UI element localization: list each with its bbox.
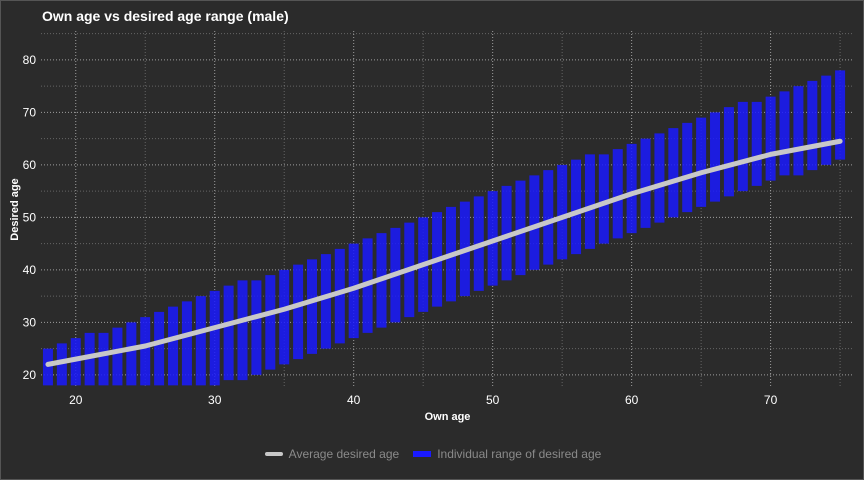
range-bar bbox=[42, 348, 53, 386]
range-bar bbox=[84, 332, 95, 386]
range-bar bbox=[501, 185, 512, 281]
legend: Average desired age Individual range of … bbox=[1, 447, 864, 461]
range-bar bbox=[626, 143, 637, 234]
range-bar bbox=[223, 285, 234, 381]
range-bar bbox=[835, 70, 846, 160]
x-tick-label: 40 bbox=[347, 393, 361, 407]
range-bar bbox=[793, 86, 804, 176]
x-tick-label: 70 bbox=[764, 393, 778, 407]
range-bar bbox=[279, 269, 290, 365]
range-bar bbox=[529, 175, 540, 270]
range-bar bbox=[654, 133, 665, 223]
range-bar bbox=[168, 306, 179, 386]
x-tick-label: 30 bbox=[208, 393, 222, 407]
range-bar bbox=[737, 101, 748, 192]
range-bar bbox=[293, 264, 304, 360]
chart-title: Own age vs desired age range (male) bbox=[42, 8, 289, 24]
range-bar bbox=[612, 149, 623, 239]
range-bar bbox=[112, 327, 123, 386]
legend-key-range bbox=[413, 451, 432, 457]
chart-svg: 20 30 40 50 60 70 80 20 30 40 50 60 70 Own age Desired… bbox=[9, 31, 854, 423]
y-tick-label: 60 bbox=[23, 158, 37, 172]
range-bar bbox=[98, 332, 109, 386]
y-tick-label: 70 bbox=[23, 105, 37, 119]
legend-item-range: Individual range of desired age bbox=[413, 447, 601, 461]
legend-label-range: Individual range of desired age bbox=[437, 447, 602, 461]
range-bar bbox=[126, 322, 137, 386]
range-bar bbox=[140, 317, 151, 386]
range-bar bbox=[154, 311, 165, 386]
range-bar bbox=[195, 296, 206, 386]
range-bar bbox=[682, 122, 693, 213]
legend-label-average: Average desired age bbox=[288, 447, 400, 461]
range-bar bbox=[571, 159, 582, 255]
range-bar bbox=[807, 80, 818, 171]
range-bar bbox=[821, 75, 832, 165]
range-bar bbox=[348, 243, 359, 339]
y-axis-title: Desired age bbox=[9, 178, 21, 240]
average-line bbox=[45, 138, 843, 367]
range-bar bbox=[668, 128, 679, 218]
range-bar bbox=[320, 254, 331, 349]
range-bar bbox=[765, 96, 776, 181]
range-bar bbox=[334, 248, 345, 344]
y-tick-label: 50 bbox=[23, 210, 37, 224]
legend-key-average bbox=[264, 452, 283, 456]
y-tick-label: 30 bbox=[23, 315, 37, 329]
range-bar bbox=[265, 275, 276, 370]
x-tick-label: 60 bbox=[625, 393, 639, 407]
range-bar bbox=[70, 338, 81, 386]
range-bar bbox=[181, 301, 192, 386]
range-bar bbox=[209, 290, 220, 386]
range-bar bbox=[723, 107, 734, 197]
y-tick-label: 40 bbox=[23, 263, 37, 277]
range-bar bbox=[237, 280, 248, 381]
range-bar bbox=[696, 117, 707, 207]
range-bar bbox=[306, 259, 318, 354]
range-bar bbox=[779, 91, 790, 176]
range-bar bbox=[251, 280, 262, 375]
range-bar bbox=[515, 180, 526, 276]
x-axis-title: Own age bbox=[425, 411, 471, 423]
range-bar bbox=[751, 101, 762, 186]
x-tick-label: 50 bbox=[486, 393, 500, 407]
y-tick-label: 80 bbox=[23, 53, 37, 67]
legend-item-average: Average desired age bbox=[264, 447, 400, 461]
range-bar bbox=[598, 154, 609, 244]
range-bar bbox=[584, 154, 595, 249]
x-tick-label: 20 bbox=[69, 393, 83, 407]
y-tick-label: 20 bbox=[23, 368, 37, 382]
range-bar bbox=[640, 138, 651, 228]
range-bar bbox=[710, 112, 721, 202]
range-bar bbox=[543, 170, 554, 265]
range-bar bbox=[557, 164, 568, 260]
range-bar bbox=[56, 343, 67, 386]
